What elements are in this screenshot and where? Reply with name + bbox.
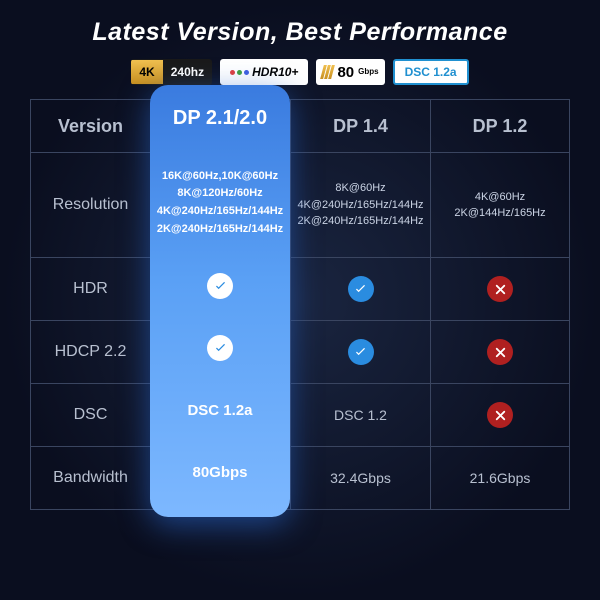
label-hdr: HDR bbox=[30, 258, 150, 320]
featured-dsc: DSC 1.2a bbox=[150, 379, 290, 441]
badge-4k-res: 4K bbox=[131, 60, 162, 84]
featured-resolution: 16K@60Hz,10K@60Hz 8K@120Hz/60Hz 4K@240Hz… bbox=[150, 151, 290, 255]
label-dsc: DSC bbox=[30, 384, 150, 446]
col-header-dp14: DP 1.4 bbox=[290, 100, 430, 152]
cell-dp14-hdr bbox=[290, 258, 430, 320]
col-header-dp12: DP 1.2 bbox=[430, 100, 570, 152]
x-icon bbox=[487, 276, 513, 302]
label-hdcp: HDCP 2.2 bbox=[30, 321, 150, 383]
featured-bandwidth: 80Gbps bbox=[150, 441, 290, 503]
featured-column: DP 2.1/2.0 16K@60Hz,10K@60Hz 8K@120Hz/60… bbox=[150, 85, 290, 517]
featured-hdcp bbox=[150, 317, 290, 379]
badge-dsc: DSC 1.2a bbox=[393, 59, 469, 85]
x-icon bbox=[487, 339, 513, 365]
badge-speed: 80 Gbps bbox=[316, 59, 384, 85]
table-row-hdr: HDR bbox=[30, 257, 570, 320]
comparison-table: DP 2.1/2.0 16K@60Hz,10K@60Hz 8K@120Hz/60… bbox=[30, 99, 570, 510]
label-version: Version bbox=[30, 100, 150, 152]
cell-dp12-dsc bbox=[430, 384, 570, 446]
table-row-dsc: DSC DSC 1.2 bbox=[30, 383, 570, 446]
x-icon bbox=[487, 402, 513, 428]
badge-speed-unit: Gbps bbox=[358, 68, 378, 76]
badge-hdr-text: HDR10+ bbox=[252, 65, 298, 79]
cell-dp14-hdcp bbox=[290, 321, 430, 383]
cell-dp12-bandwidth: 21.6Gbps bbox=[430, 447, 570, 509]
cell-dp14-bandwidth: 32.4Gbps bbox=[290, 447, 430, 509]
table-row-hdcp: HDCP 2.2 bbox=[30, 320, 570, 383]
cell-dp12-resolution: 4K@60Hz 2K@144Hz/165Hz bbox=[430, 153, 570, 257]
cell-dp14-resolution: 8K@60Hz 4K@240Hz/165Hz/144Hz 2K@240Hz/16… bbox=[290, 153, 430, 257]
badge-4k-hz: 240hz bbox=[163, 60, 212, 84]
check-icon bbox=[207, 335, 233, 361]
label-resolution: Resolution bbox=[30, 153, 150, 257]
table-row-bandwidth: Bandwidth 32.4Gbps 21.6Gbps bbox=[30, 446, 570, 510]
badge-row: 4K 240hz HDR10+ 80 Gbps DSC 1.2a bbox=[30, 59, 570, 85]
cell-dp12-hdr bbox=[430, 258, 570, 320]
table-row-resolution: Resolution 8K@60Hz 4K@240Hz/165Hz/144Hz … bbox=[30, 152, 570, 257]
check-icon bbox=[207, 273, 233, 299]
featured-version: DP 2.1/2.0 bbox=[150, 85, 290, 151]
cell-dp14-dsc: DSC 1.2 bbox=[290, 384, 430, 446]
check-icon bbox=[348, 339, 374, 365]
check-icon bbox=[348, 276, 374, 302]
label-bandwidth: Bandwidth bbox=[30, 447, 150, 509]
hdr-dots-icon bbox=[230, 70, 249, 75]
badge-hdr: HDR10+ bbox=[220, 59, 308, 85]
cell-dp12-hdcp bbox=[430, 321, 570, 383]
featured-hdr bbox=[150, 255, 290, 317]
badge-speed-num: 80 bbox=[337, 64, 354, 81]
comparison-infographic: Latest Version, Best Performance 4K 240h… bbox=[0, 0, 600, 510]
page-title: Latest Version, Best Performance bbox=[30, 18, 570, 47]
table-header-row: Version DP 1.4 DP 1.2 bbox=[30, 99, 570, 152]
speed-bars-icon bbox=[322, 65, 333, 79]
badge-4k: 4K 240hz bbox=[131, 59, 212, 85]
